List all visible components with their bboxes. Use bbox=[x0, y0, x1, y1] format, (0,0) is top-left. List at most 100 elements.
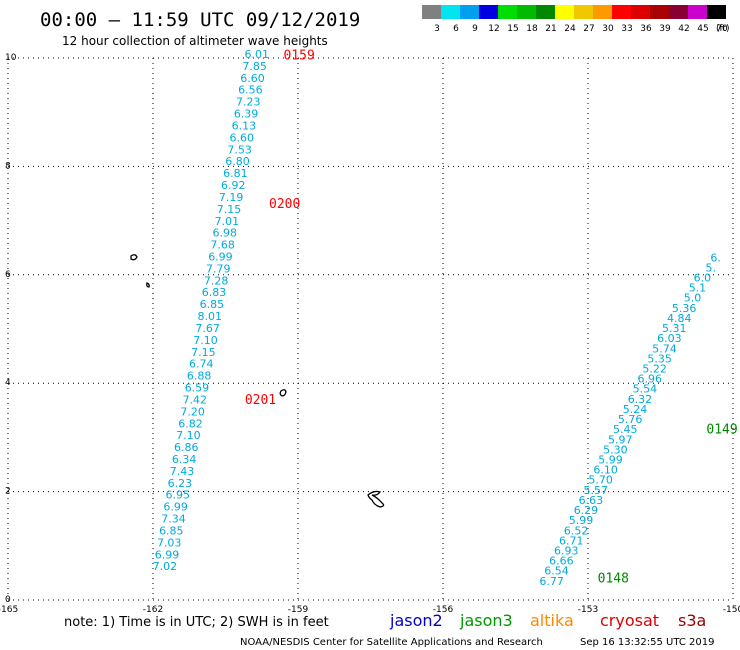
wave-height-value: 5.45 bbox=[613, 423, 638, 436]
wave-height-value: 6.74 bbox=[189, 358, 214, 371]
satellite-name: s3a bbox=[678, 611, 706, 630]
wave-height-value: 7.28 bbox=[204, 274, 229, 287]
pass-time-label: 0149 bbox=[706, 423, 737, 438]
wave-height-value: 6.60 bbox=[240, 72, 265, 85]
wave-height-value: 6.99 bbox=[208, 250, 233, 263]
map-subtitle: 12 hour collection of altimeter wave hei… bbox=[62, 34, 328, 48]
y-tick-label: 4 bbox=[5, 378, 11, 388]
legend-label: 12 bbox=[488, 24, 499, 34]
wave-height-value: 5.36 bbox=[672, 302, 697, 315]
color-scale-legend: 3 6 9 12 15 18 21 24 27 30 33 36 39 42 45 70(ft) bbox=[422, 5, 730, 34]
island-outline-3 bbox=[279, 389, 287, 397]
wave-height-value: 6.59 bbox=[185, 382, 210, 395]
credit-line: NOAA/NESDIS Center for Satellite Applica… bbox=[240, 637, 543, 648]
legend-label: 30 bbox=[602, 24, 614, 34]
y-tick-label: 6 bbox=[5, 270, 11, 280]
wave-height-value: 6.95 bbox=[165, 489, 190, 502]
satellite-name: jason2 bbox=[389, 611, 443, 630]
wave-height-value: 6.83 bbox=[202, 286, 227, 299]
legend-label: 21 bbox=[545, 24, 556, 34]
wave-height-value: 6.13 bbox=[232, 119, 257, 132]
wave-height-value: 6.01 bbox=[245, 48, 270, 61]
wave-height-value: 6.99 bbox=[155, 548, 180, 561]
wave-height-value: 7.10 bbox=[176, 429, 201, 442]
legend-swatch bbox=[574, 5, 593, 19]
legend-swatch bbox=[631, 5, 650, 19]
wave-height-value: 6.63 bbox=[579, 494, 604, 507]
satellite-legend: jason2 jason3 altika cryosat s3a bbox=[389, 611, 706, 630]
legend-label: 70 bbox=[716, 24, 728, 34]
wave-height-value: 6.32 bbox=[628, 393, 653, 406]
legend-label: 45 bbox=[697, 24, 708, 34]
y-tick-label: 8 bbox=[5, 161, 11, 171]
legend-label: 6 bbox=[453, 24, 459, 34]
wave-height-value: 5.0 bbox=[684, 292, 702, 305]
wave-height-value: 5.22 bbox=[642, 362, 667, 375]
wave-height-value: 7.20 bbox=[180, 405, 205, 418]
legend-unit: (ft) bbox=[716, 24, 730, 34]
pass-time-label: 0148 bbox=[598, 572, 629, 587]
wave-height-value: 6.66 bbox=[549, 555, 574, 568]
wave-height-value: 5. bbox=[706, 261, 717, 274]
legend-swatch bbox=[422, 5, 441, 19]
legend-label: 9 bbox=[472, 24, 478, 34]
wave-height-value: 5.97 bbox=[608, 433, 633, 446]
wave-height-value: 7.23 bbox=[236, 96, 261, 109]
wave-height-value: 6. bbox=[710, 251, 721, 264]
x-tick-label: -153 bbox=[578, 605, 598, 615]
pass-time-label: 0201 bbox=[245, 393, 276, 408]
wave-height-value: 8.01 bbox=[198, 310, 223, 323]
wave-height-value: 5.30 bbox=[603, 443, 628, 456]
legend-label: 36 bbox=[640, 24, 652, 34]
legend-label: 24 bbox=[564, 24, 576, 34]
wave-height-value: 7.53 bbox=[227, 143, 252, 156]
y-tick-label: 0 bbox=[5, 595, 11, 605]
wave-height-value: 6.29 bbox=[574, 504, 599, 517]
x-tick-label: -156 bbox=[433, 605, 454, 615]
wave-height-value: 6.85 bbox=[159, 524, 184, 537]
wave-height-value: 6.99 bbox=[163, 501, 188, 514]
wave-height-value: 6.39 bbox=[234, 108, 259, 121]
wave-height-value: 6.54 bbox=[544, 565, 569, 578]
pass-time-label: 0159 bbox=[284, 49, 315, 64]
wave-height-value: 7.15 bbox=[191, 346, 216, 359]
legend-label: 3 bbox=[434, 24, 440, 34]
pass-time-label: 0200 bbox=[269, 197, 300, 212]
wave-height-value: 5.1 bbox=[689, 282, 707, 295]
legend-swatch bbox=[707, 5, 726, 19]
lat-lon-grid bbox=[7, 57, 734, 601]
map-title: 00:00 – 11:59 UTC 09/12/2019 bbox=[40, 9, 360, 31]
island-outline-1 bbox=[130, 254, 138, 261]
x-tick-label: -159 bbox=[288, 605, 309, 615]
wave-height-value: 5.76 bbox=[618, 413, 643, 426]
wave-height-value: 5.99 bbox=[598, 453, 623, 466]
satellite-name: cryosat bbox=[600, 611, 659, 630]
wave-height-value: 6.71 bbox=[559, 534, 584, 547]
y-tick-label: 10 bbox=[5, 53, 17, 63]
legend-label: 18 bbox=[526, 24, 538, 34]
wave-height-value: 4.84 bbox=[667, 312, 692, 325]
wave-height-value: 7.68 bbox=[210, 239, 235, 252]
wave-height-value: 7.42 bbox=[183, 393, 208, 406]
legend-swatch bbox=[498, 5, 517, 19]
wave-height-value: 6.98 bbox=[212, 227, 237, 240]
legend-label: 15 bbox=[507, 24, 518, 34]
wave-height-value: 5.74 bbox=[652, 342, 677, 355]
wave-height-value: 6.34 bbox=[172, 453, 197, 466]
legend-swatch bbox=[536, 5, 555, 19]
satellite-name: altika bbox=[530, 611, 574, 630]
wave-height-value: 5.99 bbox=[569, 514, 594, 527]
wave-height-value: 7.34 bbox=[161, 513, 186, 526]
legend-label: 27 bbox=[583, 24, 594, 34]
wave-height-value: 6.92 bbox=[221, 179, 246, 192]
wave-height-value: 7.79 bbox=[206, 262, 231, 275]
wave-height-value: 6.77 bbox=[539, 575, 564, 588]
island-outline-2 bbox=[146, 282, 150, 288]
legend-label: 33 bbox=[621, 24, 632, 34]
wave-height-value: 6.86 bbox=[174, 441, 199, 454]
legend-swatch bbox=[479, 5, 498, 19]
wave-height-value: 7.15 bbox=[217, 203, 242, 216]
wave-height-value: 6.81 bbox=[223, 167, 248, 180]
wave-height-value: 7.10 bbox=[193, 334, 218, 347]
y-tick-label: 2 bbox=[5, 487, 11, 497]
